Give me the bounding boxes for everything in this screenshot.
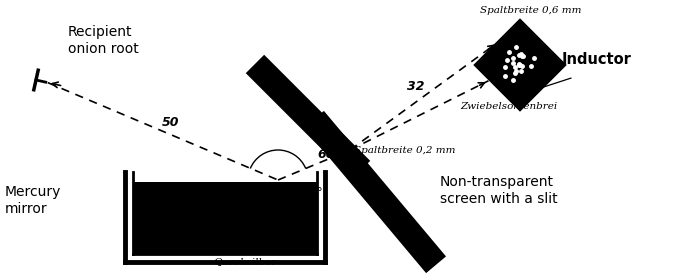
Text: Inductor: Inductor <box>562 53 632 67</box>
Text: 60: 60 <box>317 148 335 162</box>
Text: Non-transparent
screen with a slit: Non-transparent screen with a slit <box>440 175 558 206</box>
Text: 50: 50 <box>162 115 179 129</box>
Polygon shape <box>133 182 317 254</box>
Text: Spaltbreite 0,2 mm: Spaltbreite 0,2 mm <box>354 146 456 155</box>
Text: Recipient
onion root: Recipient onion root <box>68 25 139 56</box>
Text: Quecksilber: Quecksilber <box>214 257 277 266</box>
Polygon shape <box>475 20 565 110</box>
Text: Spaltbreite 0,6 mm: Spaltbreite 0,6 mm <box>480 6 582 15</box>
Polygon shape <box>304 111 446 273</box>
Text: 30°: 30° <box>303 187 323 197</box>
Text: 32: 32 <box>407 80 425 93</box>
Text: Zwiebelsohlenbrei: Zwiebelsohlenbrei <box>460 102 558 111</box>
Polygon shape <box>246 55 370 179</box>
Text: Mercury
mirror: Mercury mirror <box>5 185 62 216</box>
